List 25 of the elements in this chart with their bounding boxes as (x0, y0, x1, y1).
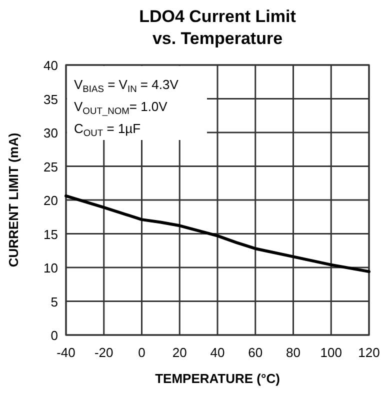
y-tick-label: 40 (44, 58, 58, 73)
y-axis-title: CURRENT LIMIT (mA) (6, 132, 21, 268)
x-tick-label: -40 (56, 345, 76, 360)
x-axis-title: TEMPERATURE (°C) (155, 371, 280, 386)
chart-title: LDO4 Current Limit vs. Temperature (139, 7, 296, 48)
y-tick-label: 25 (44, 159, 58, 174)
y-tick-label: 30 (44, 126, 58, 140)
y-tick-label: 5 (50, 294, 58, 310)
y-tick-label: 35 (44, 92, 58, 107)
line-series (64, 194, 370, 274)
annotation: C$_{OUT}$ = 1µF (74, 121, 141, 138)
x-tick-label: 120 (358, 345, 380, 360)
y-tick-label: 0 (50, 328, 58, 343)
annotation: V$_{BIAS}$ = V$_{IN}$ = 4.3V (74, 77, 179, 94)
y-tick-label: 15 (44, 226, 58, 242)
x-tick-label: -20 (94, 345, 114, 360)
x-tick-label: 100 (320, 345, 342, 360)
x-tick-label: 80 (286, 345, 300, 360)
y-tick-label: 10 (44, 260, 58, 276)
annotation: V$_{OUT_NOM}$= 1.0V (74, 99, 168, 116)
x-tick-label: 60 (248, 345, 263, 360)
y-tick-label: 20 (44, 193, 58, 208)
x-tick-label: 0 (138, 345, 146, 360)
x-tick-label: 40 (210, 345, 225, 360)
x-tick-label: 20 (172, 345, 187, 360)
